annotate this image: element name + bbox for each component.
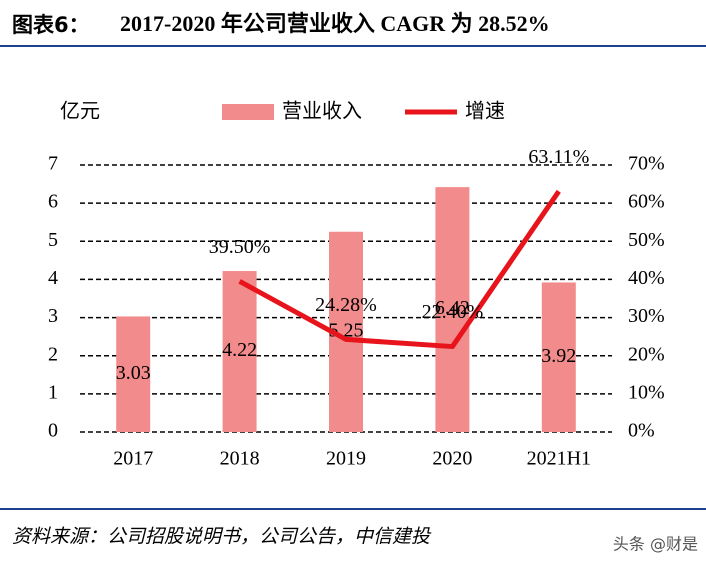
line-value-label: 24.28% (315, 294, 377, 316)
y2-tick-label: 70% (628, 153, 665, 175)
y-tick-label: 2 (48, 343, 58, 365)
chart-title: 2017-2020 年公司营业收入 CAGR 为 28.52% (120, 11, 550, 36)
x-tick-label: 2017 (113, 448, 153, 470)
bar-value-label: 4.22 (222, 339, 257, 361)
y2-tick-label: 50% (628, 229, 665, 251)
y2-tick-label: 10% (628, 381, 665, 403)
y-tick-label: 1 (48, 381, 58, 403)
x-tick-label: 2019 (326, 448, 366, 470)
x-tick-label: 2018 (220, 448, 260, 470)
y2-tick-label: 20% (628, 343, 665, 365)
legend-label: 增速 (465, 99, 505, 123)
bar (222, 271, 257, 432)
y-tick-label: 4 (48, 267, 58, 289)
y-tick-label: 5 (48, 229, 58, 251)
y-axis-label: 亿元 (60, 99, 100, 123)
line-value-label: 22.40% (422, 301, 484, 323)
y2-tick-label: 40% (628, 267, 665, 289)
legend-label: 营业收入 (282, 99, 362, 123)
bar (435, 187, 470, 432)
y2-tick-label: 60% (628, 191, 665, 213)
watermark: 头条 @财是 (613, 535, 698, 554)
x-tick-label: 2021H1 (527, 448, 591, 470)
y-tick-label: 6 (48, 191, 58, 213)
y2-tick-label: 0% (628, 420, 655, 442)
source: 资料来源：公司招股说明书，公司公告，中信建投 (12, 526, 432, 548)
y-tick-label: 3 (48, 305, 58, 327)
y-tick-label: 7 (48, 153, 58, 175)
line-value-label: 63.11% (528, 146, 589, 168)
bar-value-label: 3.92 (541, 345, 576, 367)
bar (116, 316, 151, 432)
bar-value-label: 6.42 (435, 297, 470, 319)
growth-line (238, 189, 561, 350)
title-label: 图表6： (12, 13, 90, 37)
y2-tick-label: 30% (628, 305, 665, 327)
legend-swatch (222, 104, 274, 120)
x-tick-label: 2020 (432, 448, 472, 470)
line-value-label: 39.50% (209, 236, 271, 258)
bar (541, 282, 576, 432)
y-tick-label: 0 (48, 420, 58, 442)
bar-value-label: 3.03 (116, 362, 151, 384)
